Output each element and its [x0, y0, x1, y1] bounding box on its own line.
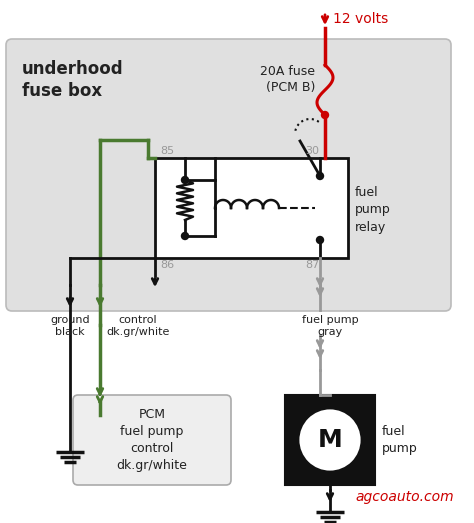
Text: 12 volts: 12 volts: [333, 12, 388, 26]
FancyBboxPatch shape: [6, 39, 451, 311]
Text: PCM
fuel pump
control
dk.gr/white: PCM fuel pump control dk.gr/white: [117, 408, 187, 472]
FancyBboxPatch shape: [73, 395, 231, 485]
Text: control
dk.gr/white: control dk.gr/white: [106, 315, 170, 337]
Text: 20A fuse
(PCM B): 20A fuse (PCM B): [260, 65, 315, 94]
Text: 86: 86: [160, 260, 174, 270]
Text: 85: 85: [160, 146, 174, 156]
Text: agcoauto.com: agcoauto.com: [355, 490, 454, 504]
Circle shape: [321, 111, 328, 119]
Circle shape: [317, 173, 323, 179]
Text: fuel
pump: fuel pump: [382, 425, 418, 455]
Text: fuel
pump
relay: fuel pump relay: [355, 186, 391, 234]
Circle shape: [182, 233, 189, 240]
Bar: [285, 395, 375, 485]
Circle shape: [298, 408, 362, 472]
Text: M: M: [318, 428, 342, 452]
Text: 30: 30: [305, 146, 319, 156]
Text: underhood
fuse box: underhood fuse box: [22, 60, 124, 100]
Circle shape: [317, 236, 323, 244]
Text: fuel pump
gray: fuel pump gray: [301, 315, 358, 337]
Text: ground
black: ground black: [50, 315, 90, 337]
Bar: [155, 158, 348, 258]
Text: 87: 87: [305, 260, 319, 270]
Circle shape: [182, 176, 189, 184]
